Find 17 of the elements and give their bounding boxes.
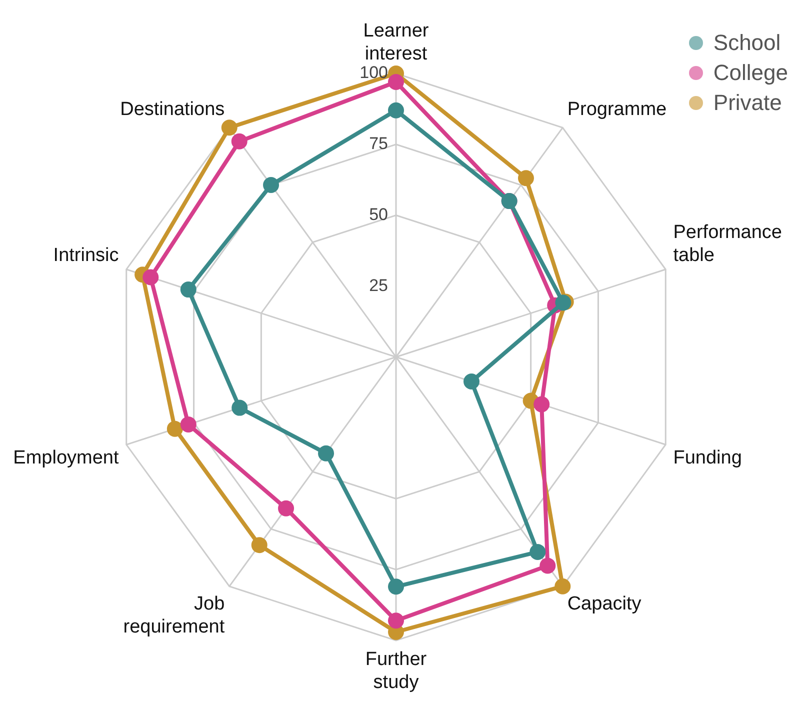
- spoke-label: Employment: [13, 448, 120, 469]
- spoke-label: Learner interest: [363, 20, 430, 64]
- spoke-label: Funding: [673, 448, 742, 469]
- spoke-label: Job requirement: [123, 593, 226, 638]
- spoke-label: Further study: [365, 649, 428, 693]
- y-tick-label: 50: [369, 204, 388, 224]
- y-tick-label: 100: [360, 63, 388, 82]
- spoke-label: Destinations: [120, 99, 225, 120]
- y-tick-label: 25: [369, 276, 388, 295]
- legend-label: School: [713, 30, 781, 56]
- legend-label: Private: [713, 90, 782, 116]
- spoke-label: Capacity: [567, 593, 642, 614]
- spoke-label: Programme: [567, 99, 667, 120]
- spoke-label: Intrinsic: [53, 244, 119, 266]
- legend-label: College: [713, 60, 788, 86]
- spoke-label: Performance table: [673, 222, 782, 266]
- y-tick-label: 75: [369, 134, 388, 154]
